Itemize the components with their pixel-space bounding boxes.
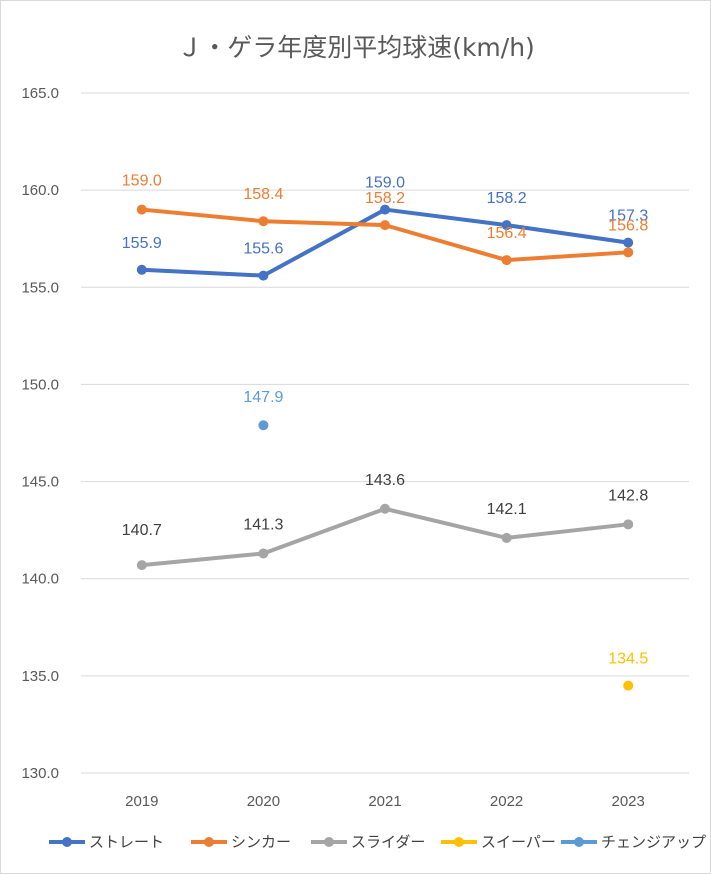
data-point — [380, 503, 390, 514]
legend-item: ストレート — [49, 833, 164, 851]
legend-marker — [62, 837, 72, 847]
legend-label: スライダー — [351, 833, 425, 851]
series-line — [139, 506, 631, 568]
data-label: 158.4 — [243, 186, 283, 203]
y-tick-label: 145.0 — [21, 474, 59, 491]
data-label: 155.6 — [243, 241, 283, 258]
data-label: 143.6 — [365, 472, 405, 489]
gridlines — [81, 92, 689, 774]
legend-label: シンカー — [231, 833, 291, 851]
data-label: 142.1 — [487, 501, 527, 518]
data-point — [258, 420, 269, 431]
series-line — [139, 207, 631, 263]
legend-marker — [204, 837, 214, 847]
data-point — [623, 680, 634, 691]
legend-item: チェンジアップ — [561, 833, 706, 851]
series-line — [139, 207, 631, 278]
data-label: 156.4 — [487, 225, 527, 242]
chart-title: Ｊ・ゲラ年度別平均球速(km/h) — [177, 33, 535, 62]
data-label: 156.8 — [608, 217, 648, 234]
data-label: 155.9 — [122, 235, 162, 252]
data-label: 159.0 — [365, 175, 405, 192]
data-point — [501, 532, 512, 543]
legend-marker — [324, 837, 334, 847]
data-point — [258, 270, 269, 281]
data-label: 134.5 — [608, 651, 648, 668]
data-label: 159.0 — [122, 173, 162, 190]
x-tick-label: 2019 — [125, 793, 158, 810]
series-group — [136, 204, 634, 691]
y-tick-label: 165.0 — [21, 85, 59, 102]
data-label: 141.3 — [243, 516, 283, 533]
x-axis-ticks: 2019 2020 2021 2022 2023 — [125, 793, 645, 810]
legend-item: シンカー — [191, 833, 291, 851]
data-label: 158.2 — [365, 190, 405, 207]
series-4 — [258, 420, 269, 431]
x-tick-label: 2023 — [612, 793, 645, 810]
y-tick-label: 140.0 — [21, 571, 59, 588]
legend: ストレート シンカー スライダー スイーパー チェンジアップ — [49, 833, 706, 851]
data-point — [258, 216, 269, 227]
data-point — [136, 204, 147, 215]
y-axis-ticks: 130.0 135.0 140.0 145.0 150.0 155.0 160.0 165.0 — [21, 85, 59, 782]
data-point — [623, 237, 634, 248]
data-point — [501, 255, 512, 266]
series-1 — [136, 204, 634, 266]
data-point — [380, 220, 390, 231]
legend-item: スライダー — [311, 833, 425, 851]
data-point — [623, 247, 634, 258]
data-point — [136, 264, 147, 275]
data-point — [136, 560, 147, 571]
data-label: 142.8 — [608, 487, 648, 504]
data-point — [501, 220, 512, 231]
data-point — [623, 519, 634, 530]
data-label: 147.9 — [243, 389, 283, 406]
legend-label: ストレート — [89, 833, 164, 851]
y-tick-label: 130.0 — [21, 765, 59, 782]
series-3 — [623, 680, 634, 691]
legend-marker — [454, 837, 464, 847]
x-tick-label: 2020 — [247, 793, 280, 810]
legend-marker — [574, 837, 584, 847]
series-2 — [136, 503, 634, 571]
y-tick-label: 155.0 — [21, 279, 59, 296]
legend-label: スイーパー — [481, 833, 556, 851]
y-tick-label: 135.0 — [21, 668, 59, 685]
data-label: 157.3 — [608, 208, 648, 225]
x-tick-label: 2022 — [490, 793, 523, 810]
data-point — [258, 548, 269, 559]
legend-item: スイーパー — [441, 833, 556, 851]
y-tick-label: 160.0 — [21, 182, 59, 199]
data-label: 140.7 — [122, 522, 162, 539]
series-0 — [136, 204, 634, 281]
data-point — [380, 204, 390, 215]
legend-label: チェンジアップ — [601, 833, 706, 851]
y-tick-label: 150.0 — [21, 376, 59, 393]
x-tick-label: 2021 — [368, 793, 401, 810]
data-label: 158.2 — [487, 190, 527, 207]
